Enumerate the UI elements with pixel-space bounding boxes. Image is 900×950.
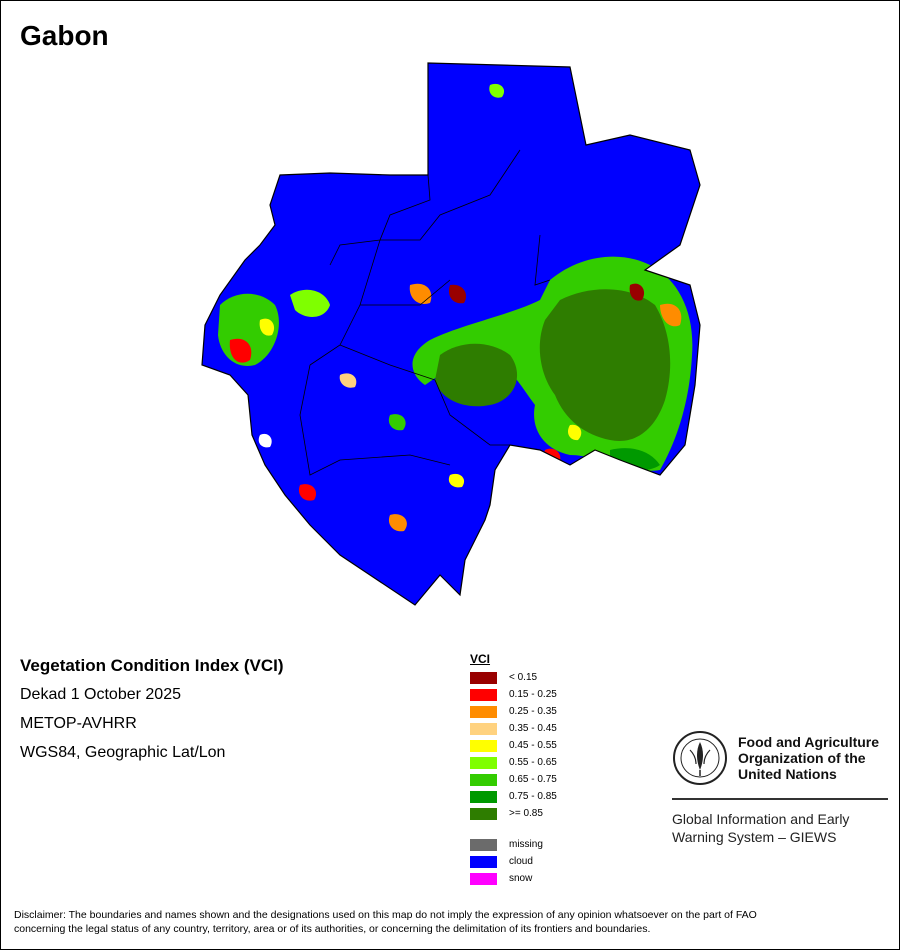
legend-swatch <box>470 722 497 735</box>
legend-row: 0.45 - 0.55 <box>470 737 557 754</box>
fao-org-line1: Food and Agriculture <box>738 734 880 750</box>
disclaimer-line2: concerning the legal status of any count… <box>14 923 651 935</box>
legend-row: >= 0.85 <box>470 805 557 822</box>
legend-row: < 0.15 <box>470 669 557 686</box>
fao-org-line3: United Nations <box>738 766 837 782</box>
projection-text: WGS84, Geographic Lat/Lon <box>20 744 226 761</box>
legend-label: 0.35 - 0.45 <box>509 723 557 734</box>
legend-label: 0.25 - 0.35 <box>509 706 557 717</box>
legend-title: VCI <box>470 652 491 666</box>
country-title: Gabon <box>20 20 109 51</box>
legend-row-snow: snow <box>470 870 557 887</box>
legend-swatch <box>470 790 497 803</box>
legend-label: 0.55 - 0.65 <box>509 757 557 768</box>
country-border <box>201 62 701 606</box>
legend-row: 0.35 - 0.45 <box>470 720 557 737</box>
legend-swatch <box>470 855 497 868</box>
period-text: Dekad 1 October 2025 <box>20 686 181 703</box>
sensor-text: METOP-AVHRR <box>20 715 137 732</box>
giews-line1: Global Information and Early <box>672 811 850 827</box>
legend-swatch <box>470 705 497 718</box>
fao-logo-icon <box>673 731 727 785</box>
legend-row: 0.25 - 0.35 <box>470 703 557 720</box>
vci-legend: VCI < 0.15 0.15 - 0.25 0.25 - 0.35 0.35 … <box>470 652 557 887</box>
legend-swatch <box>470 773 497 786</box>
legend-label: cloud <box>509 856 533 867</box>
legend-row: 0.65 - 0.75 <box>470 771 557 788</box>
province-boundaries <box>299 149 551 476</box>
legend-row: 0.15 - 0.25 <box>470 686 557 703</box>
legend-swatch <box>470 688 497 701</box>
legend-label: 0.45 - 0.55 <box>509 740 557 751</box>
legend-swatch <box>470 872 497 885</box>
legend-row: 0.55 - 0.65 <box>470 754 557 771</box>
legend-label: 0.15 - 0.25 <box>509 689 557 700</box>
gabon-map-svg <box>201 62 701 606</box>
map-info: Vegetation Condition Index (VCI) Dekad 1… <box>20 656 284 773</box>
fao-divider <box>672 798 888 800</box>
fao-org-line2: Organization of the <box>738 750 866 766</box>
legend-row: 0.75 - 0.85 <box>470 788 557 805</box>
legend-swatch <box>470 756 497 769</box>
vci-pixels <box>218 83 693 532</box>
legend-swatch <box>470 838 497 851</box>
legend-label: < 0.15 <box>509 672 538 683</box>
legend-swatch <box>470 807 497 820</box>
disclaimer-line1: Disclaimer: The boundaries and names sho… <box>14 909 757 921</box>
giews-line2: Warning System – GIEWS <box>672 829 837 845</box>
legend-label: >= 0.85 <box>509 808 543 819</box>
legend-row-cloud: cloud <box>470 853 557 870</box>
legend-label: snow <box>509 873 533 884</box>
legend-label: 0.65 - 0.75 <box>509 774 557 785</box>
legend-swatch <box>470 739 497 752</box>
legend-label: 0.75 - 0.85 <box>509 791 557 802</box>
disclaimer: Disclaimer: The boundaries and names sho… <box>14 908 884 936</box>
legend-swatch <box>470 671 497 684</box>
map-title: Vegetation Condition Index (VCI) <box>20 656 284 675</box>
legend-label: missing <box>509 839 543 850</box>
legend-row-missing: missing <box>470 836 557 853</box>
fao-block: Food and Agriculture Organization of the… <box>672 730 888 846</box>
vci-map <box>190 55 710 615</box>
